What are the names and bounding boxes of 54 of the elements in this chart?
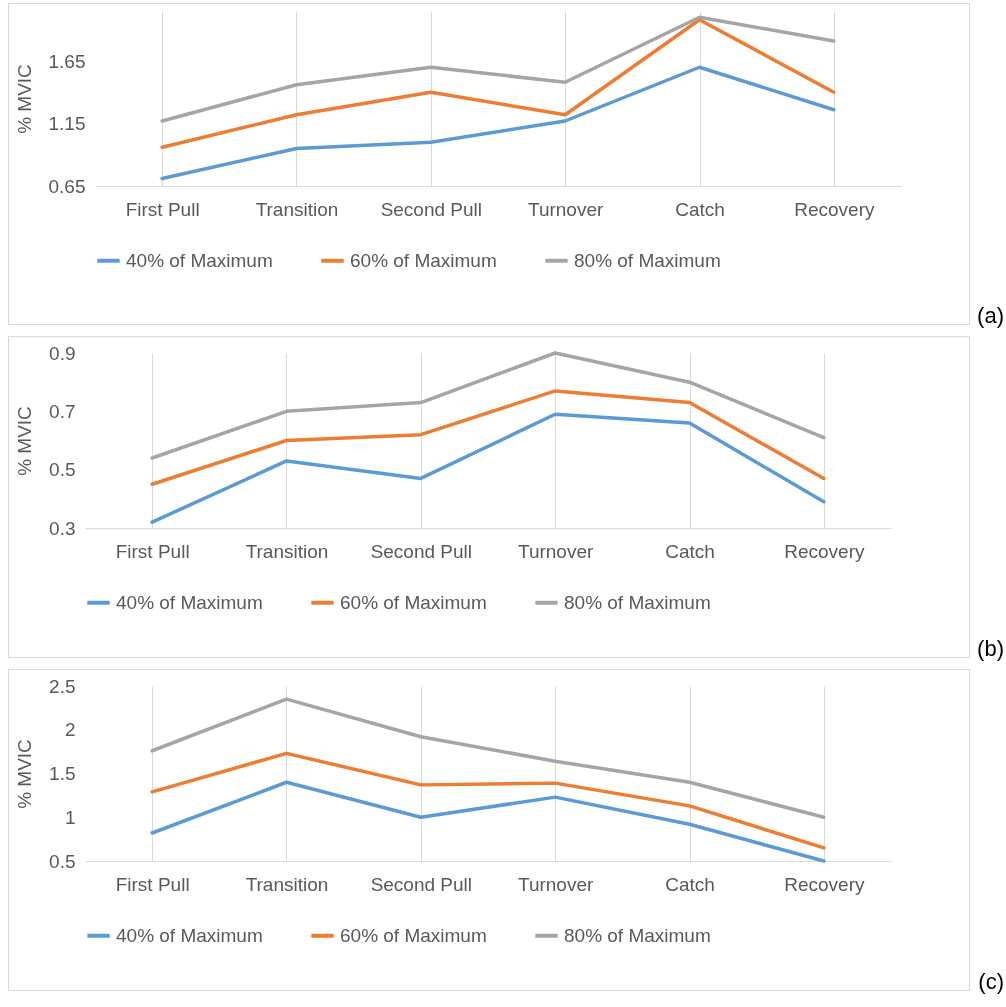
line-series <box>150 351 826 460</box>
text: (b) <box>977 636 1004 662</box>
x-tick-label: Second Pull <box>380 198 483 220</box>
legend-label: 40% of Maximum <box>116 924 263 946</box>
x-tick-label: Second Pull <box>370 873 473 895</box>
y-tick-label: 0.5 <box>49 459 76 481</box>
y-tick-label: 1.15 <box>48 113 86 134</box>
y-tick-label: 1 <box>64 806 76 828</box>
legend-label: 80% of Maximum <box>564 924 711 946</box>
x-tick-label: First Pull <box>125 198 200 220</box>
line-series <box>150 412 826 524</box>
x-tick-label: Second Pull <box>370 540 473 562</box>
x-tick-label: Recovery <box>784 540 865 562</box>
x-tick-label: First Pull <box>115 540 190 562</box>
y-tick-label: 2 <box>64 719 76 741</box>
x-tick-label: First Pull <box>115 873 190 895</box>
y-tick-label: 1.5 <box>49 763 76 784</box>
text: (c) <box>978 969 1004 995</box>
y-tick-label: 0.3 <box>49 517 76 539</box>
text: (a) <box>977 303 1004 329</box>
x-tick-label: Recovery <box>794 198 875 220</box>
y-tick-label: 0.65 <box>48 175 86 197</box>
line-series <box>160 15 836 123</box>
legend-label: 80% of Maximum <box>564 591 711 613</box>
x-tick-label: Transition <box>245 873 329 895</box>
x-tick-label: Transition <box>245 540 329 562</box>
y-tick-label: 2.5 <box>49 675 76 697</box>
x-tick-label: Turnover <box>518 873 594 895</box>
legend-label: 60% of Maximum <box>340 924 487 946</box>
x-tick-label: Catch <box>665 873 715 895</box>
line-series <box>150 389 826 486</box>
y-tick-label: 1.65 <box>48 50 86 72</box>
legend-label: 40% of Maximum <box>126 249 273 271</box>
line-series <box>160 18 836 149</box>
line-series <box>150 751 826 850</box>
y-tick-label: 0.5 <box>49 850 76 872</box>
y-tick-label: 0.9 <box>49 342 76 364</box>
x-tick-label: Transition <box>255 198 339 220</box>
x-tick-label: Catch <box>675 198 725 220</box>
x-tick-label: Turnover <box>518 540 594 562</box>
x-tick-label: Recovery <box>784 873 865 895</box>
legend-label: 60% of Maximum <box>350 249 497 271</box>
legend-label: 40% of Maximum <box>116 591 263 613</box>
line-series <box>150 697 826 819</box>
y-axis-title: % MVIC <box>13 64 35 134</box>
y-axis-title: % MVIC <box>14 739 36 809</box>
legend-label: 60% of Maximum <box>340 591 487 613</box>
legend-label: 80% of Maximum <box>574 249 721 271</box>
x-tick-label: Turnover <box>528 198 604 220</box>
y-tick-label: 0.7 <box>49 400 76 422</box>
line-series <box>160 65 836 181</box>
line-series <box>150 780 826 863</box>
x-tick-label: Catch <box>665 540 715 562</box>
y-axis-title: % MVIC <box>14 406 36 476</box>
